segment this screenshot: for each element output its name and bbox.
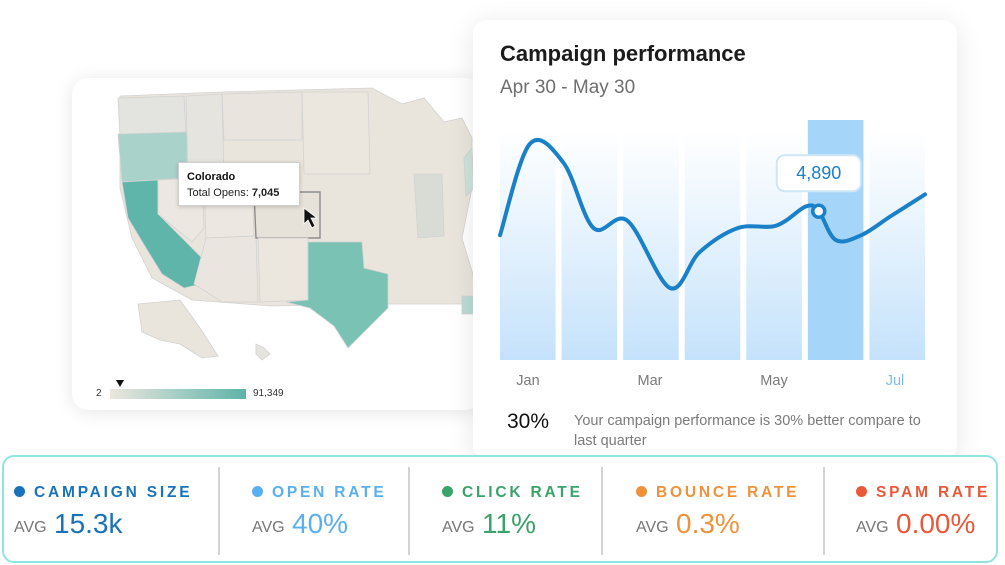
stat-avg-label: AVG — [856, 519, 889, 536]
divider — [601, 467, 603, 555]
stat-label: OPEN RATE — [252, 484, 386, 502]
stat-avg-label: AVG — [14, 519, 47, 536]
stat-avg-label: AVG — [252, 519, 285, 536]
chart-bar — [869, 130, 925, 360]
stat-value: 40% — [292, 508, 349, 539]
chart-bar — [561, 130, 618, 360]
state-alaska — [137, 299, 219, 359]
legend-marker-icon — [116, 380, 124, 387]
stat-label: CLICK RATE — [442, 484, 583, 502]
card-title: Campaign performance — [500, 41, 746, 66]
tooltip-label: Total Opens: — [187, 187, 249, 199]
chart-bar — [684, 130, 741, 360]
performance-line — [498, 138, 927, 291]
campaign-performance-card: Campaign performance Apr 30 - May 30 4,8… — [473, 20, 957, 460]
stat-label: BOUNCE RATE — [636, 484, 799, 502]
chart-annotation[interactable]: 4,890 — [775, 154, 862, 219]
tooltip-value: 7,045 — [251, 187, 280, 199]
stat-value: 0.3% — [676, 508, 740, 539]
status-dot-icon — [252, 486, 263, 497]
legend-gradient-bar — [110, 389, 246, 399]
x-tick-label: Jan — [516, 373, 539, 389]
stat-spam-rate[interactable]: SPAM RATE AVG 0.00% — [846, 457, 996, 561]
state-arizona — [193, 235, 259, 303]
status-dot-icon — [636, 486, 647, 497]
state-washington — [117, 95, 187, 137]
performance-chart[interactable]: 4,890 Jan Mar May Jul — [473, 110, 957, 400]
status-dot-icon — [442, 486, 453, 497]
chart-bar — [623, 130, 679, 360]
chart-point[interactable] — [811, 203, 827, 219]
us-map[interactable] — [72, 78, 482, 410]
state-montana — [221, 91, 303, 141]
summary-percentage: 30% — [507, 410, 550, 433]
state-new-mexico — [257, 237, 309, 303]
divider — [408, 467, 410, 555]
chart-bar — [500, 130, 556, 360]
stat-value: 15.3k — [54, 508, 123, 539]
us-choropleth-map-panel: Colorado Total Opens: 7,045 2 91,349 — [72, 78, 482, 410]
divider — [218, 467, 220, 555]
stat-campaign-size[interactable]: CAMPAIGN SIZE AVG 15.3k — [4, 457, 219, 561]
stat-value: 11% — [482, 508, 536, 539]
annotation-label: 4,890 — [796, 163, 841, 183]
state-hawaii — [255, 343, 271, 361]
stat-avg-label: AVG — [636, 519, 669, 536]
x-tick-label: Jul — [886, 373, 905, 389]
x-axis-labels: Jan Mar May Jul — [516, 373, 904, 389]
x-tick-label: Mar — [638, 373, 663, 389]
stat-label: CAMPAIGN SIZE — [14, 484, 192, 502]
legend-max-label: 91,349 — [253, 388, 284, 399]
stat-label: SPAM RATE — [856, 484, 990, 502]
stat-open-rate[interactable]: OPEN RATE AVG 40% — [242, 457, 410, 561]
status-dot-icon — [856, 486, 867, 497]
status-dot-icon — [14, 486, 25, 497]
divider — [823, 467, 825, 555]
state-texas — [285, 241, 389, 349]
state-illinois — [413, 173, 445, 239]
annotation-box — [775, 154, 862, 193]
stat-avg-label: AVG — [442, 519, 475, 536]
stats-strip: CAMPAIGN SIZE AVG 15.3k OPEN RATE AVG 40… — [2, 455, 998, 563]
tooltip-title: Colorado — [187, 171, 236, 183]
summary-text: Your campaign performance is 30% better … — [574, 413, 921, 449]
map-tooltip: Colorado Total Opens: 7,045 — [178, 162, 300, 206]
stat-click-rate[interactable]: CLICK RATE AVG 11% — [432, 457, 602, 561]
stat-value: 0.00% — [896, 508, 976, 539]
date-range[interactable]: Apr 30 - May 30 — [500, 77, 636, 98]
x-tick-label: May — [760, 373, 788, 389]
us-states[interactable] — [117, 87, 477, 361]
state-dakotas — [301, 91, 371, 175]
legend-min-label: 2 — [96, 388, 102, 399]
map-cursor-icon — [303, 207, 319, 229]
stat-bounce-rate[interactable]: BOUNCE RATE AVG 0.3% — [626, 457, 826, 561]
